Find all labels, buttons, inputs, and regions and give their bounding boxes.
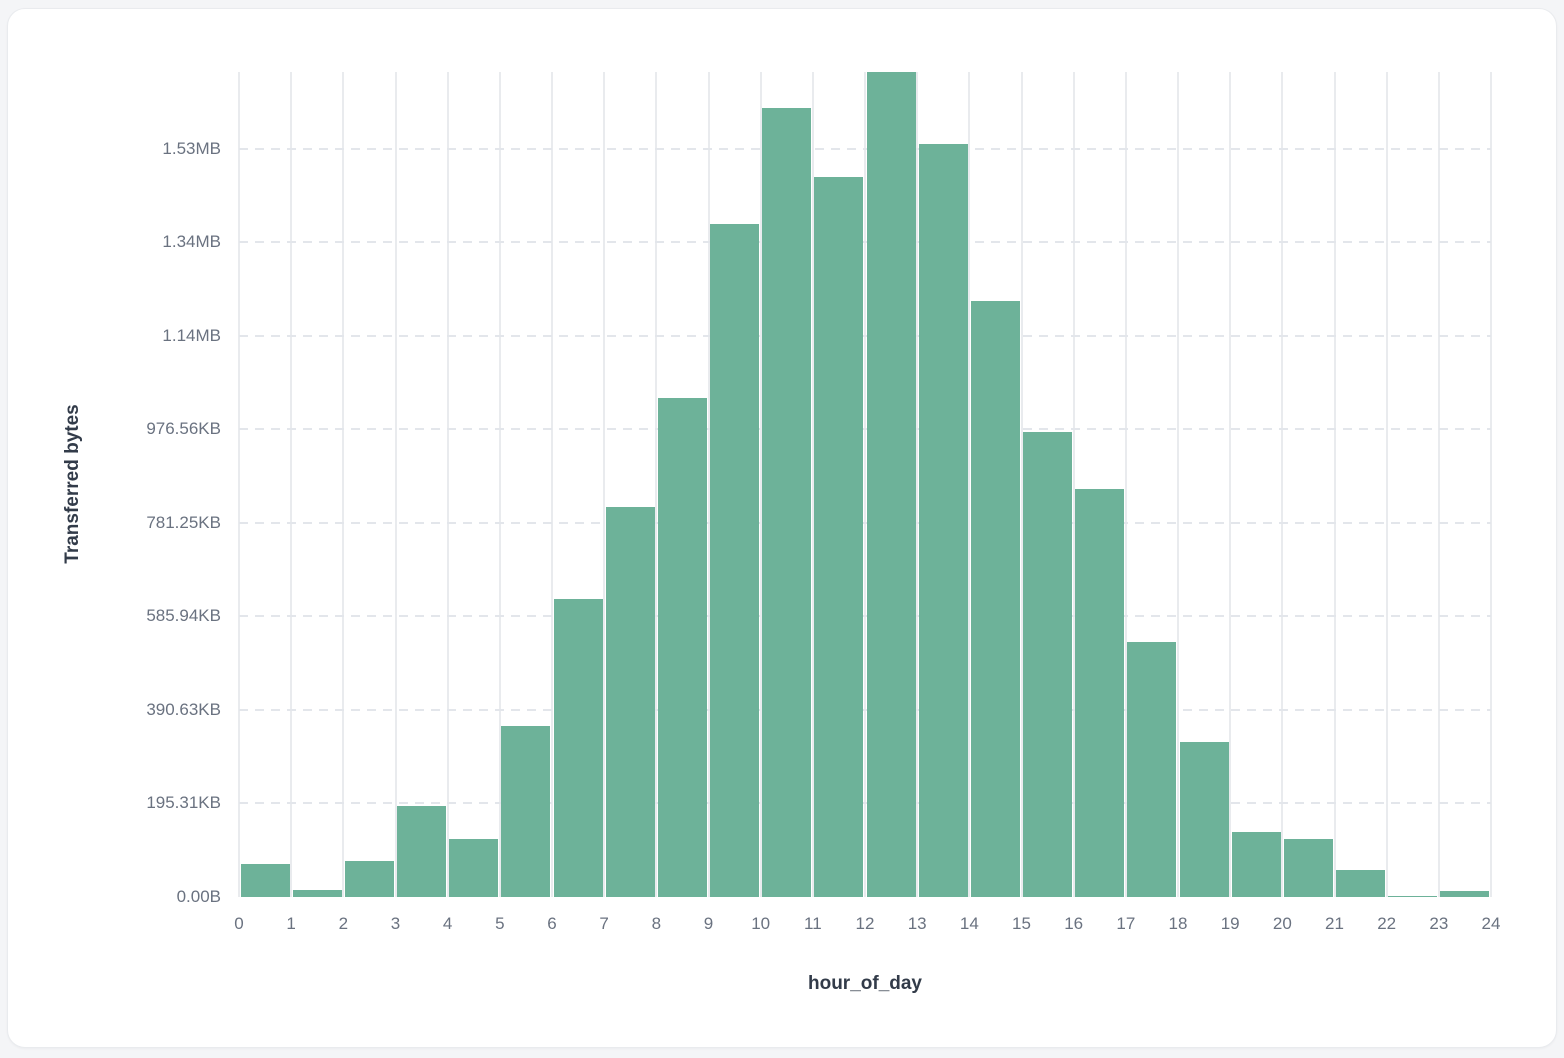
x-tick-label: 2 — [338, 914, 349, 933]
vertical-gridline — [1229, 72, 1232, 897]
y-tick-label: 1.53MB — [162, 138, 221, 158]
x-tick-label: 11 — [804, 914, 822, 933]
bar-hour-4[interactable] — [449, 838, 499, 897]
bar-hour-15[interactable] — [1023, 431, 1073, 897]
x-tick-label: 4 — [442, 914, 453, 933]
horizontal-gridline — [239, 802, 1491, 805]
bar-hour-22[interactable] — [1388, 895, 1438, 897]
bar-hour-9[interactable] — [710, 223, 760, 897]
vertical-gridline — [916, 72, 919, 897]
bar-hour-0[interactable] — [240, 863, 290, 897]
x-tick-label: 21 — [1325, 914, 1344, 933]
bar-hour-21[interactable] — [1336, 870, 1386, 897]
bar-hour-16[interactable] — [1075, 488, 1125, 897]
bar-hour-8[interactable] — [657, 398, 707, 897]
horizontal-gridline — [239, 147, 1491, 150]
horizontal-gridline — [239, 615, 1491, 618]
y-tick-label: 781.25KB — [146, 512, 221, 532]
bar-hour-20[interactable] — [1283, 839, 1333, 897]
horizontal-gridline — [239, 521, 1491, 524]
horizontal-gridline — [239, 241, 1491, 244]
histogram-plot-area — [238, 72, 1492, 897]
vertical-gridline — [290, 72, 293, 897]
vertical-gridline — [759, 72, 762, 897]
vertical-gridline — [446, 72, 449, 897]
y-tick-label: 390.63KB — [146, 699, 221, 719]
vertical-gridline — [1072, 72, 1075, 897]
x-tick-label: 16 — [1064, 914, 1084, 933]
vertical-gridline — [394, 72, 397, 897]
x-tick-label: 3 — [390, 914, 401, 933]
vertical-gridline — [968, 72, 971, 897]
vertical-gridline — [1385, 72, 1388, 897]
y-tick-label: 976.56KB — [146, 419, 221, 439]
vertical-gridline — [1437, 72, 1440, 897]
y-tick-label: 1.14MB — [162, 325, 221, 345]
bar-hour-11[interactable] — [814, 176, 864, 897]
bar-hour-3[interactable] — [397, 805, 447, 897]
bar-hour-7[interactable] — [605, 506, 655, 897]
x-tick-label: 20 — [1272, 914, 1292, 933]
x-tick-label: 24 — [1481, 914, 1501, 933]
x-tick-label: 12 — [855, 914, 875, 933]
x-tick-label: 9 — [703, 914, 714, 933]
x-tick-label: 6 — [547, 914, 557, 933]
bar-hour-23[interactable] — [1440, 891, 1490, 897]
bar-hour-17[interactable] — [1127, 642, 1177, 897]
chart-card: Transferred bytes hour_of_day 0.00B 195.3… — [7, 8, 1557, 1048]
vertical-gridline — [498, 72, 501, 897]
vertical-gridline — [342, 72, 345, 897]
y-tick-label: 0.00B — [176, 887, 221, 906]
vertical-gridline — [811, 72, 814, 897]
x-tick-label: 1 — [286, 914, 296, 933]
vertical-gridline — [864, 72, 866, 897]
vertical-gridline — [655, 72, 658, 897]
x-tick-label: 18 — [1168, 914, 1188, 933]
vertical-gridline — [551, 72, 553, 897]
x-tick-label: 7 — [599, 914, 609, 933]
x-tick-label: 13 — [907, 914, 927, 933]
horizontal-gridline — [239, 334, 1491, 337]
x-tick-label: 14 — [959, 914, 979, 933]
bar-hour-13[interactable] — [918, 143, 968, 897]
bar-hour-1[interactable] — [292, 889, 342, 897]
bar-hour-18[interactable] — [1179, 741, 1229, 897]
x-tick-label: 15 — [1012, 914, 1031, 933]
x-tick-label: 19 — [1220, 914, 1240, 933]
x-tick-label: 22 — [1377, 914, 1397, 933]
bar-hour-12[interactable] — [866, 72, 916, 897]
x-tick-label: 0 — [234, 914, 244, 933]
y-tick-label: 585.94KB — [146, 606, 221, 626]
bar-hour-14[interactable] — [970, 300, 1020, 897]
y-tick-label: 195.31KB — [146, 793, 221, 813]
y-tick-label: 1.34MB — [162, 232, 221, 252]
vertical-gridline — [603, 72, 606, 897]
vertical-gridline — [1124, 72, 1127, 897]
x-tick-label: 17 — [1116, 914, 1136, 933]
vertical-gridline — [1020, 72, 1023, 897]
bar-hour-2[interactable] — [344, 861, 394, 897]
bar-hour-5[interactable] — [501, 725, 551, 897]
vertical-gridline — [1490, 72, 1492, 897]
x-tick-label: 23 — [1429, 914, 1449, 933]
x-tick-label: 5 — [495, 914, 505, 933]
vertical-gridline — [1281, 72, 1284, 897]
vertical-gridline — [238, 72, 240, 897]
horizontal-gridline — [239, 428, 1491, 431]
bar-hour-19[interactable] — [1231, 831, 1281, 897]
bar-hour-6[interactable] — [553, 598, 603, 897]
vertical-gridline — [707, 72, 710, 897]
bar-hour-10[interactable] — [762, 107, 812, 897]
x-axis-title: hour_of_day — [807, 973, 923, 994]
x-tick-label: 8 — [651, 914, 662, 933]
vertical-gridline — [1333, 72, 1336, 897]
x-tick-label: 10 — [751, 914, 771, 933]
horizontal-gridline — [239, 708, 1491, 711]
vertical-gridline — [1177, 72, 1179, 897]
